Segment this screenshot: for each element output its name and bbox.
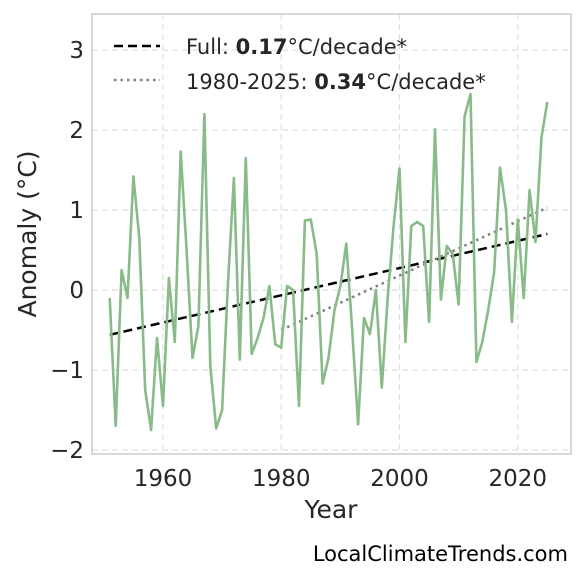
y-tick-labels: −2 −1 0 1 2 3 (50, 38, 84, 464)
y-tick-label: 1 (69, 198, 84, 224)
legend: Full: 0.17°C/decade* 1980-2025: 0.34°C/d… (114, 35, 486, 94)
y-tick-label: 0 (69, 278, 84, 304)
full-trend-line (109, 232, 548, 337)
legend-recent-label: 1980-2025: 0.34°C/decade* (186, 70, 486, 94)
plot-frame (91, 13, 572, 455)
y-axis-title: Anomaly (°C) (13, 150, 42, 317)
x-tick-labels: 1960 1980 2000 2020 (134, 466, 547, 492)
x-tick-label: 1960 (134, 466, 193, 492)
trend-lines (109, 206, 548, 337)
x-axis-title: Year (304, 495, 359, 524)
legend-recent-prefix: 1980-2025: (186, 70, 314, 94)
y-tick-label: −1 (50, 358, 84, 384)
x-tick-label: 2020 (489, 466, 548, 492)
anomaly-series (108, 92, 549, 432)
x-tick-label: 1980 (252, 466, 311, 492)
y-tick-label: 3 (69, 38, 84, 64)
legend-full-suffix: °C/decade* (288, 35, 408, 59)
x-tick-label: 2000 (370, 466, 429, 492)
y-tick-label: 2 (69, 118, 84, 144)
legend-recent-value: 0.34 (314, 70, 366, 94)
legend-full-prefix: Full: (186, 35, 236, 59)
anomaly-line (108, 92, 549, 432)
y-tick-label: −2 (50, 438, 84, 464)
legend-full-label: Full: 0.17°C/decade* (186, 35, 407, 59)
legend-recent-suffix: °C/decade* (366, 70, 486, 94)
site-credit: LocalClimateTrends.com (313, 542, 568, 566)
legend-full-value: 0.17 (236, 35, 288, 59)
